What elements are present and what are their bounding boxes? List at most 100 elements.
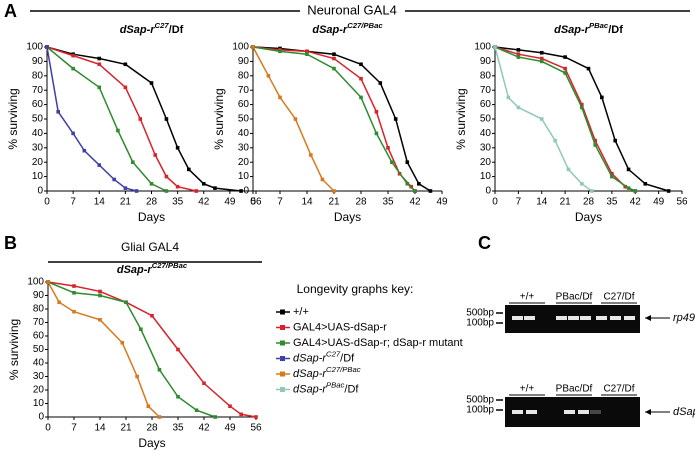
- point: [251, 45, 255, 49]
- point: [266, 74, 271, 78]
- point: [187, 167, 191, 172]
- point: [120, 340, 125, 345]
- x-tick-label: 56: [250, 197, 262, 208]
- legend-label: +/+: [293, 306, 309, 318]
- survival-line: [47, 281, 160, 418]
- point: [626, 186, 631, 190]
- y-tick-label: 100: [27, 277, 44, 288]
- y-tick-label: 40: [480, 128, 492, 139]
- y-tick-label: 80: [480, 70, 492, 81]
- gel-band: [564, 410, 575, 414]
- y-tick-label: 80: [238, 70, 250, 81]
- lane-label: +/+: [520, 292, 535, 303]
- point: [228, 404, 232, 408]
- point: [213, 186, 217, 190]
- x-axis-label: Days: [334, 210, 361, 224]
- point: [56, 110, 60, 114]
- point: [506, 95, 511, 100]
- lane-label: PBac/Df: [556, 384, 593, 395]
- point: [71, 66, 75, 71]
- point: [138, 117, 143, 121]
- point: [359, 95, 363, 100]
- size-marker: 500bp: [466, 308, 494, 319]
- y-tick-label: 80: [33, 304, 45, 315]
- point: [393, 117, 398, 121]
- y-tick-label: 60: [238, 99, 250, 110]
- x-axis-label: Days: [138, 210, 165, 224]
- gel-band: [610, 316, 621, 320]
- point: [359, 62, 363, 67]
- lane-label: C27/Df: [603, 292, 634, 303]
- point: [626, 167, 631, 172]
- point: [539, 59, 544, 64]
- text-part: C27/PBac: [152, 261, 188, 270]
- x-tick-label: 28: [146, 197, 158, 208]
- y-tick-label: 0: [243, 186, 249, 197]
- point: [309, 153, 313, 157]
- y-tick-label: 20: [32, 157, 44, 168]
- x-tick-label: 0: [45, 423, 51, 434]
- arrow-head: [645, 409, 651, 415]
- y-tick-label: 50: [33, 344, 45, 355]
- y-tick-label: 20: [33, 385, 45, 396]
- point: [359, 76, 363, 81]
- x-tick-label: 14: [94, 197, 106, 208]
- text-part: /Df: [608, 24, 623, 36]
- point: [97, 62, 102, 67]
- size-marker: 100bp: [466, 405, 494, 416]
- point: [413, 189, 417, 193]
- point: [600, 95, 604, 100]
- point: [563, 66, 567, 71]
- point: [131, 160, 135, 164]
- y-tick-label: 20: [238, 157, 250, 168]
- point: [610, 174, 614, 179]
- x-tick-label: 14: [94, 423, 106, 434]
- text-part: C27: [155, 21, 170, 30]
- x-tick-label: 0: [250, 197, 256, 208]
- point: [563, 71, 567, 75]
- point: [71, 53, 75, 58]
- point: [332, 56, 336, 61]
- point: [332, 52, 336, 56]
- heading: Glial GAL4: [121, 240, 179, 254]
- survival-line: [47, 281, 257, 418]
- x-tick-label: 49: [224, 423, 236, 434]
- y-tick-label: 40: [238, 128, 250, 139]
- point: [164, 189, 169, 193]
- point: [610, 171, 614, 176]
- text-part: GAL4>UAS-dSap-r: [293, 321, 387, 333]
- x-tick-label: 21: [560, 197, 572, 208]
- point: [539, 117, 544, 121]
- chart-title: dSap-rC27/PBac: [312, 21, 383, 36]
- survival-line: [252, 46, 335, 192]
- legend-label: GAL4>UAS-dSap-r: [293, 321, 387, 333]
- survival-line: [46, 46, 137, 192]
- text-part: /Df: [169, 24, 184, 36]
- gel-band: [512, 316, 523, 320]
- blot-label: dSap-r: [673, 406, 695, 418]
- text-part: dSap-r: [117, 264, 153, 276]
- x-tick-label: 7: [71, 423, 77, 434]
- x-tick-label: 56: [676, 197, 688, 208]
- y-tick-label: 70: [480, 85, 492, 96]
- gel-band: [590, 410, 601, 414]
- x-tick-label: 0: [492, 197, 498, 208]
- y-tick-label: 50: [32, 114, 44, 125]
- size-marker: 500bp: [466, 395, 494, 406]
- point: [139, 327, 143, 332]
- point: [123, 186, 128, 190]
- legend-swatch: [280, 387, 285, 392]
- chart-title: dSap-rPBac/Df: [554, 21, 623, 36]
- point: [593, 138, 597, 143]
- y-tick-label: 10: [480, 171, 492, 182]
- survival-line: [46, 46, 167, 192]
- gel-band: [596, 316, 607, 320]
- point: [278, 95, 282, 100]
- point: [98, 293, 102, 298]
- point: [45, 45, 49, 49]
- point: [239, 189, 243, 193]
- y-tick-label: 10: [32, 171, 44, 182]
- text-part: GAL4>UAS-dSap-r; dSap-r mutant: [293, 337, 463, 349]
- point: [201, 182, 206, 186]
- point: [254, 415, 258, 419]
